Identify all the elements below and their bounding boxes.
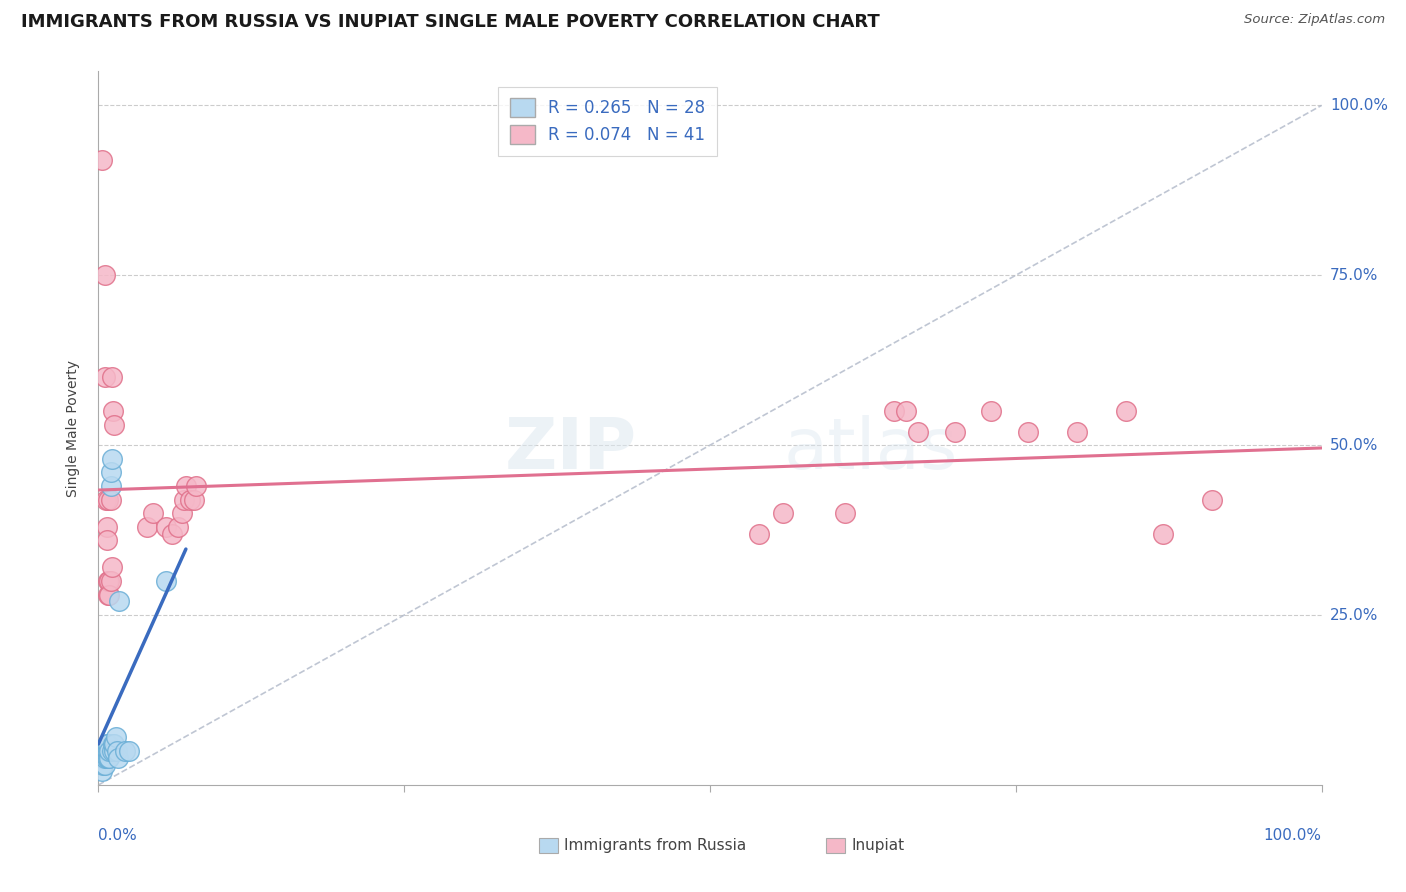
Point xyxy=(97,744,120,758)
FancyBboxPatch shape xyxy=(827,838,845,854)
Point xyxy=(179,492,201,507)
Point xyxy=(97,737,120,751)
Point xyxy=(97,588,120,602)
Text: 100.0%: 100.0% xyxy=(1264,828,1322,843)
Point xyxy=(93,370,115,384)
Point xyxy=(97,574,120,588)
Text: Immigrants from Russia: Immigrants from Russia xyxy=(564,838,747,853)
Point xyxy=(96,737,118,751)
Point xyxy=(100,479,122,493)
Point xyxy=(91,153,114,167)
Point xyxy=(96,533,118,548)
Point xyxy=(100,574,122,588)
Point xyxy=(834,506,856,520)
Point xyxy=(894,404,917,418)
Text: 100.0%: 100.0% xyxy=(1330,98,1388,113)
Point xyxy=(167,519,190,533)
Text: atlas: atlas xyxy=(783,415,957,484)
Text: 25.0%: 25.0% xyxy=(1330,607,1378,623)
Point xyxy=(160,526,183,541)
Point xyxy=(98,574,121,588)
Point xyxy=(91,757,114,772)
Point xyxy=(176,479,198,493)
Text: 0.0%: 0.0% xyxy=(98,828,138,843)
Point xyxy=(155,574,177,588)
Point xyxy=(1017,425,1039,439)
Point xyxy=(93,751,115,765)
Point xyxy=(943,425,966,439)
Point xyxy=(155,519,177,533)
Point xyxy=(108,594,131,608)
Point xyxy=(136,519,159,533)
Text: Inupiat: Inupiat xyxy=(851,838,904,853)
Point xyxy=(100,466,122,480)
Point xyxy=(103,744,125,758)
Point xyxy=(883,404,905,418)
Point xyxy=(96,744,118,758)
Text: ZIP: ZIP xyxy=(505,415,637,484)
Point xyxy=(107,751,129,765)
Point xyxy=(98,751,121,765)
Point xyxy=(104,731,127,745)
Text: 75.0%: 75.0% xyxy=(1330,268,1378,283)
Point xyxy=(748,526,770,541)
Point xyxy=(105,744,128,758)
Point xyxy=(93,757,115,772)
Point xyxy=(101,560,124,574)
Legend: R = 0.265   N = 28, R = 0.074   N = 41: R = 0.265 N = 28, R = 0.074 N = 41 xyxy=(498,87,717,156)
Point xyxy=(1201,492,1223,507)
Point xyxy=(114,744,136,758)
Text: 50.0%: 50.0% xyxy=(1330,438,1378,452)
Text: Source: ZipAtlas.com: Source: ZipAtlas.com xyxy=(1244,13,1385,27)
Point xyxy=(100,492,122,507)
Point xyxy=(91,751,114,765)
Point xyxy=(907,425,929,439)
Point xyxy=(91,764,114,779)
Point xyxy=(101,451,124,466)
Point xyxy=(101,370,124,384)
Point xyxy=(1066,425,1088,439)
Point xyxy=(94,492,117,507)
Y-axis label: Single Male Poverty: Single Male Poverty xyxy=(66,359,80,497)
Point xyxy=(97,492,120,507)
Point xyxy=(142,506,165,520)
FancyBboxPatch shape xyxy=(538,838,558,854)
Point xyxy=(170,506,193,520)
Point xyxy=(186,479,208,493)
Point xyxy=(183,492,205,507)
Point xyxy=(97,751,120,765)
Point xyxy=(980,404,1002,418)
Point xyxy=(98,744,121,758)
Point xyxy=(96,519,118,533)
Point xyxy=(173,492,195,507)
Point xyxy=(1152,526,1174,541)
Point xyxy=(94,744,117,758)
Point xyxy=(93,268,115,283)
Point xyxy=(98,588,121,602)
Point xyxy=(103,737,125,751)
Point xyxy=(103,417,125,432)
Point xyxy=(772,506,794,520)
Point xyxy=(101,404,124,418)
Point xyxy=(101,744,124,758)
Point xyxy=(1115,404,1137,418)
Point xyxy=(101,737,124,751)
Text: IMMIGRANTS FROM RUSSIA VS INUPIAT SINGLE MALE POVERTY CORRELATION CHART: IMMIGRANTS FROM RUSSIA VS INUPIAT SINGLE… xyxy=(21,13,880,31)
Point xyxy=(118,744,141,758)
Point xyxy=(96,751,118,765)
